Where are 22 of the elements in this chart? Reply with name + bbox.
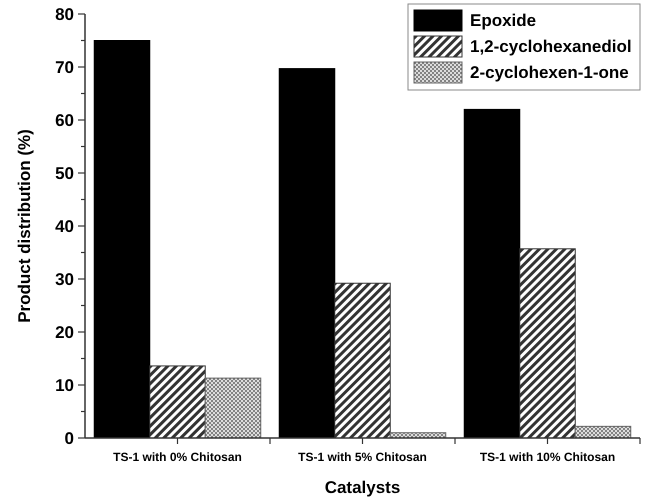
y-tick-label: 20 [55, 322, 74, 342]
y-tick-label: 10 [55, 376, 74, 395]
legend-label: Epoxide [470, 11, 536, 30]
bar [574, 426, 632, 438]
y-tick-label: 70 [55, 58, 74, 77]
x-tick-label: TS-1 with 10% Chitosan [480, 450, 616, 464]
x-tick-label: TS-1 with 5% Chitosan [298, 450, 427, 464]
legend-label: 1,2-cyclohexanediol [470, 37, 632, 56]
bar [204, 378, 262, 438]
y-tick-label: 40 [55, 216, 74, 236]
bar [464, 108, 520, 438]
x-tick-label: TS-1 with 0% Chitosan [113, 450, 242, 464]
y-tick-label: 50 [55, 164, 74, 183]
legend-label: 2-cyclohexen-1-one [470, 63, 629, 82]
y-axis-title: Product distribution (%) [15, 129, 34, 323]
y-tick-label: 60 [55, 110, 74, 130]
bar [278, 68, 336, 438]
y-tick-label: 80 [55, 4, 74, 24]
x-axis-title: Catalysts [324, 478, 400, 497]
bar [94, 40, 150, 438]
y-tick-label: 0 [64, 428, 74, 448]
y-tick-label: 30 [55, 270, 74, 289]
